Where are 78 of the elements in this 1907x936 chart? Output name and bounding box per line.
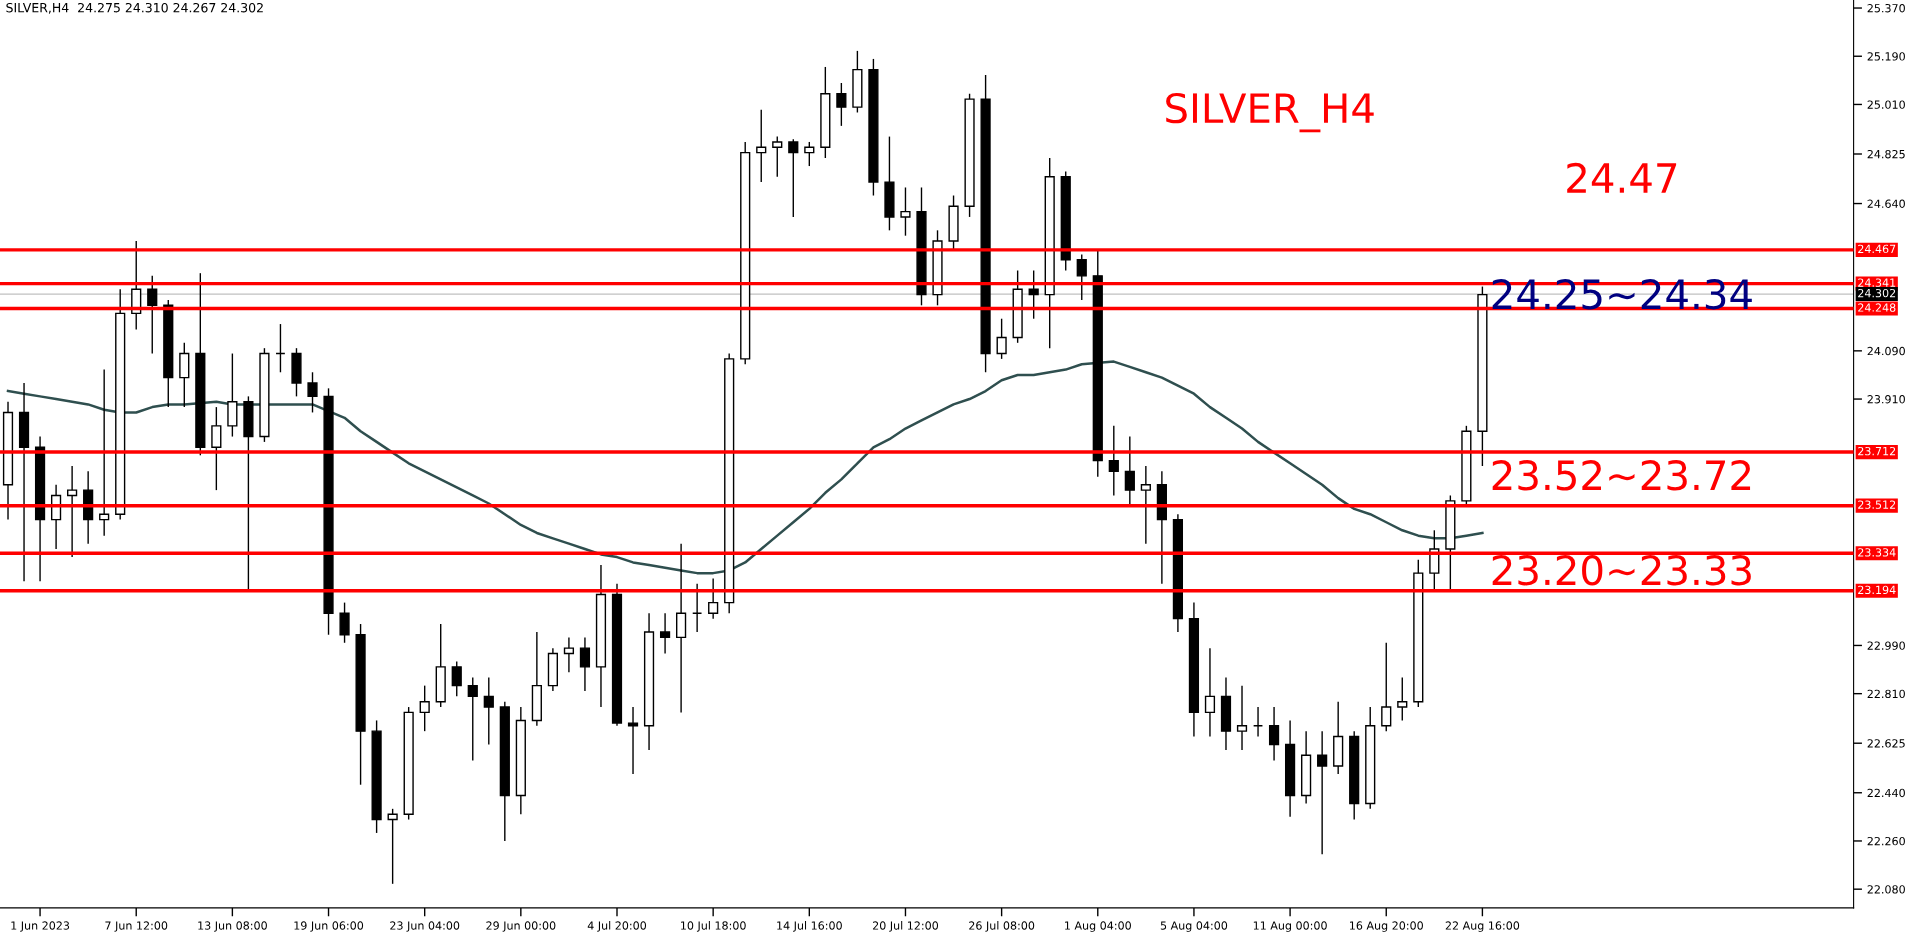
text: 24.25~24.34 bbox=[1492, 279, 1752, 310]
x-tick-label: 7 Jun 12:00 bbox=[105, 921, 168, 932]
ref-line-label: 24.248 bbox=[1858, 303, 1896, 312]
y-tick-label: 25.370 bbox=[1867, 4, 1905, 13]
x-tick-label: 13 Jun 08:00 bbox=[198, 921, 267, 932]
x-tick-label: 11 Aug 00:00 bbox=[1253, 921, 1327, 932]
y-tick-label: 22.990 bbox=[1867, 641, 1905, 650]
candlestick bbox=[467, 676, 478, 762]
x-tick-label: 14 Jul 16:00 bbox=[777, 921, 842, 932]
line-series bbox=[6, 360, 1484, 575]
candlestick bbox=[788, 138, 799, 218]
candlestick bbox=[708, 577, 719, 620]
candlestick bbox=[900, 186, 911, 237]
x-tick-label: 19 Jun 06:00 bbox=[294, 921, 364, 932]
y-tick-label: 24.825 bbox=[1867, 149, 1905, 159]
candlestick bbox=[1108, 425, 1119, 497]
candlestick bbox=[67, 465, 78, 558]
ref-line-label: 23.334 bbox=[1858, 548, 1896, 557]
chart-title: SILVER,H4 24.275 24.310 24.267 24.302 bbox=[6, 2, 263, 14]
y-tick-label: 24.640 bbox=[1867, 199, 1905, 208]
ref-line-label: 24.341 bbox=[1858, 278, 1896, 287]
candlestick bbox=[1204, 647, 1216, 738]
x-tick-label: 20 Jul 12:00 bbox=[872, 921, 939, 932]
text: 23.20~23.33 bbox=[1492, 555, 1751, 586]
y-tick-label: 22.810 bbox=[1867, 689, 1905, 699]
candlestick bbox=[1268, 706, 1280, 762]
candlestick bbox=[1397, 676, 1408, 722]
ref-line-label: 23.512 bbox=[1858, 500, 1896, 509]
candlestick bbox=[307, 371, 318, 414]
x-tick-label: 29 Jun 00:00 bbox=[486, 921, 556, 932]
candlestick bbox=[1317, 730, 1328, 856]
candlestick bbox=[147, 275, 158, 355]
x-tick-label: 1 Jun 2023 bbox=[11, 921, 70, 932]
ref-line-label: 23.712 bbox=[1858, 446, 1896, 456]
candlestick bbox=[579, 636, 591, 692]
y-tick-label: 22.440 bbox=[1867, 788, 1905, 798]
x-tick-label: 4 Jul 20:00 bbox=[587, 921, 647, 932]
y-tick-label: 22.625 bbox=[1867, 739, 1905, 748]
x-tick-label: 23 Jun 04:00 bbox=[390, 921, 460, 932]
candlestick bbox=[804, 141, 815, 167]
candlestick bbox=[1124, 435, 1135, 507]
y-tick-label: 22.260 bbox=[1867, 836, 1905, 846]
candlestick bbox=[563, 636, 575, 673]
candlestick bbox=[772, 135, 783, 178]
ref-line-label: 23.194 bbox=[1858, 585, 1896, 595]
y-tick-label: 24.090 bbox=[1867, 346, 1905, 356]
candlestick bbox=[996, 318, 1007, 360]
x-tick-label: 26 Jul 08:00 bbox=[969, 921, 1035, 932]
x-tick-label: 1 Aug 04:00 bbox=[1065, 921, 1131, 932]
x-tick-label: 10 Jul 18:00 bbox=[681, 921, 746, 932]
candlestick bbox=[211, 406, 222, 491]
candlestick bbox=[756, 109, 767, 183]
candlestick bbox=[1381, 642, 1392, 732]
text: 24.47 bbox=[1567, 162, 1677, 193]
candlestick bbox=[659, 612, 671, 655]
ref-line-label: 24.467 bbox=[1858, 244, 1896, 254]
candlestick bbox=[99, 368, 110, 537]
candlestick bbox=[1076, 253, 1087, 301]
x-tick-label: 5 Aug 04:00 bbox=[1160, 921, 1228, 932]
y-tick-label: 25.010 bbox=[1867, 100, 1905, 109]
y-tick-label: 22.080 bbox=[1867, 885, 1905, 894]
annotation: SILVER_H4 bbox=[1166, 92, 1374, 133]
candlestick bbox=[1028, 269, 1039, 320]
candlestick bbox=[419, 684, 430, 732]
candlestick bbox=[1236, 684, 1248, 751]
candlestick bbox=[339, 601, 350, 644]
candlestick bbox=[627, 706, 639, 775]
ref-line-label: 24.302 bbox=[1858, 288, 1896, 298]
candlestick bbox=[1140, 465, 1151, 545]
candlestick bbox=[836, 82, 847, 127]
candlestick bbox=[451, 660, 462, 698]
y-tick-label: 25.190 bbox=[1867, 52, 1905, 61]
y-tick-label: 23.910 bbox=[1867, 395, 1905, 404]
text: 23.52~23.72 bbox=[1492, 460, 1751, 491]
x-tick-label: 22 Aug 16:00 bbox=[1445, 921, 1520, 932]
x-tick-label: 16 Aug 20:00 bbox=[1350, 921, 1423, 932]
candlestick bbox=[483, 676, 494, 746]
candlestick bbox=[387, 808, 398, 885]
